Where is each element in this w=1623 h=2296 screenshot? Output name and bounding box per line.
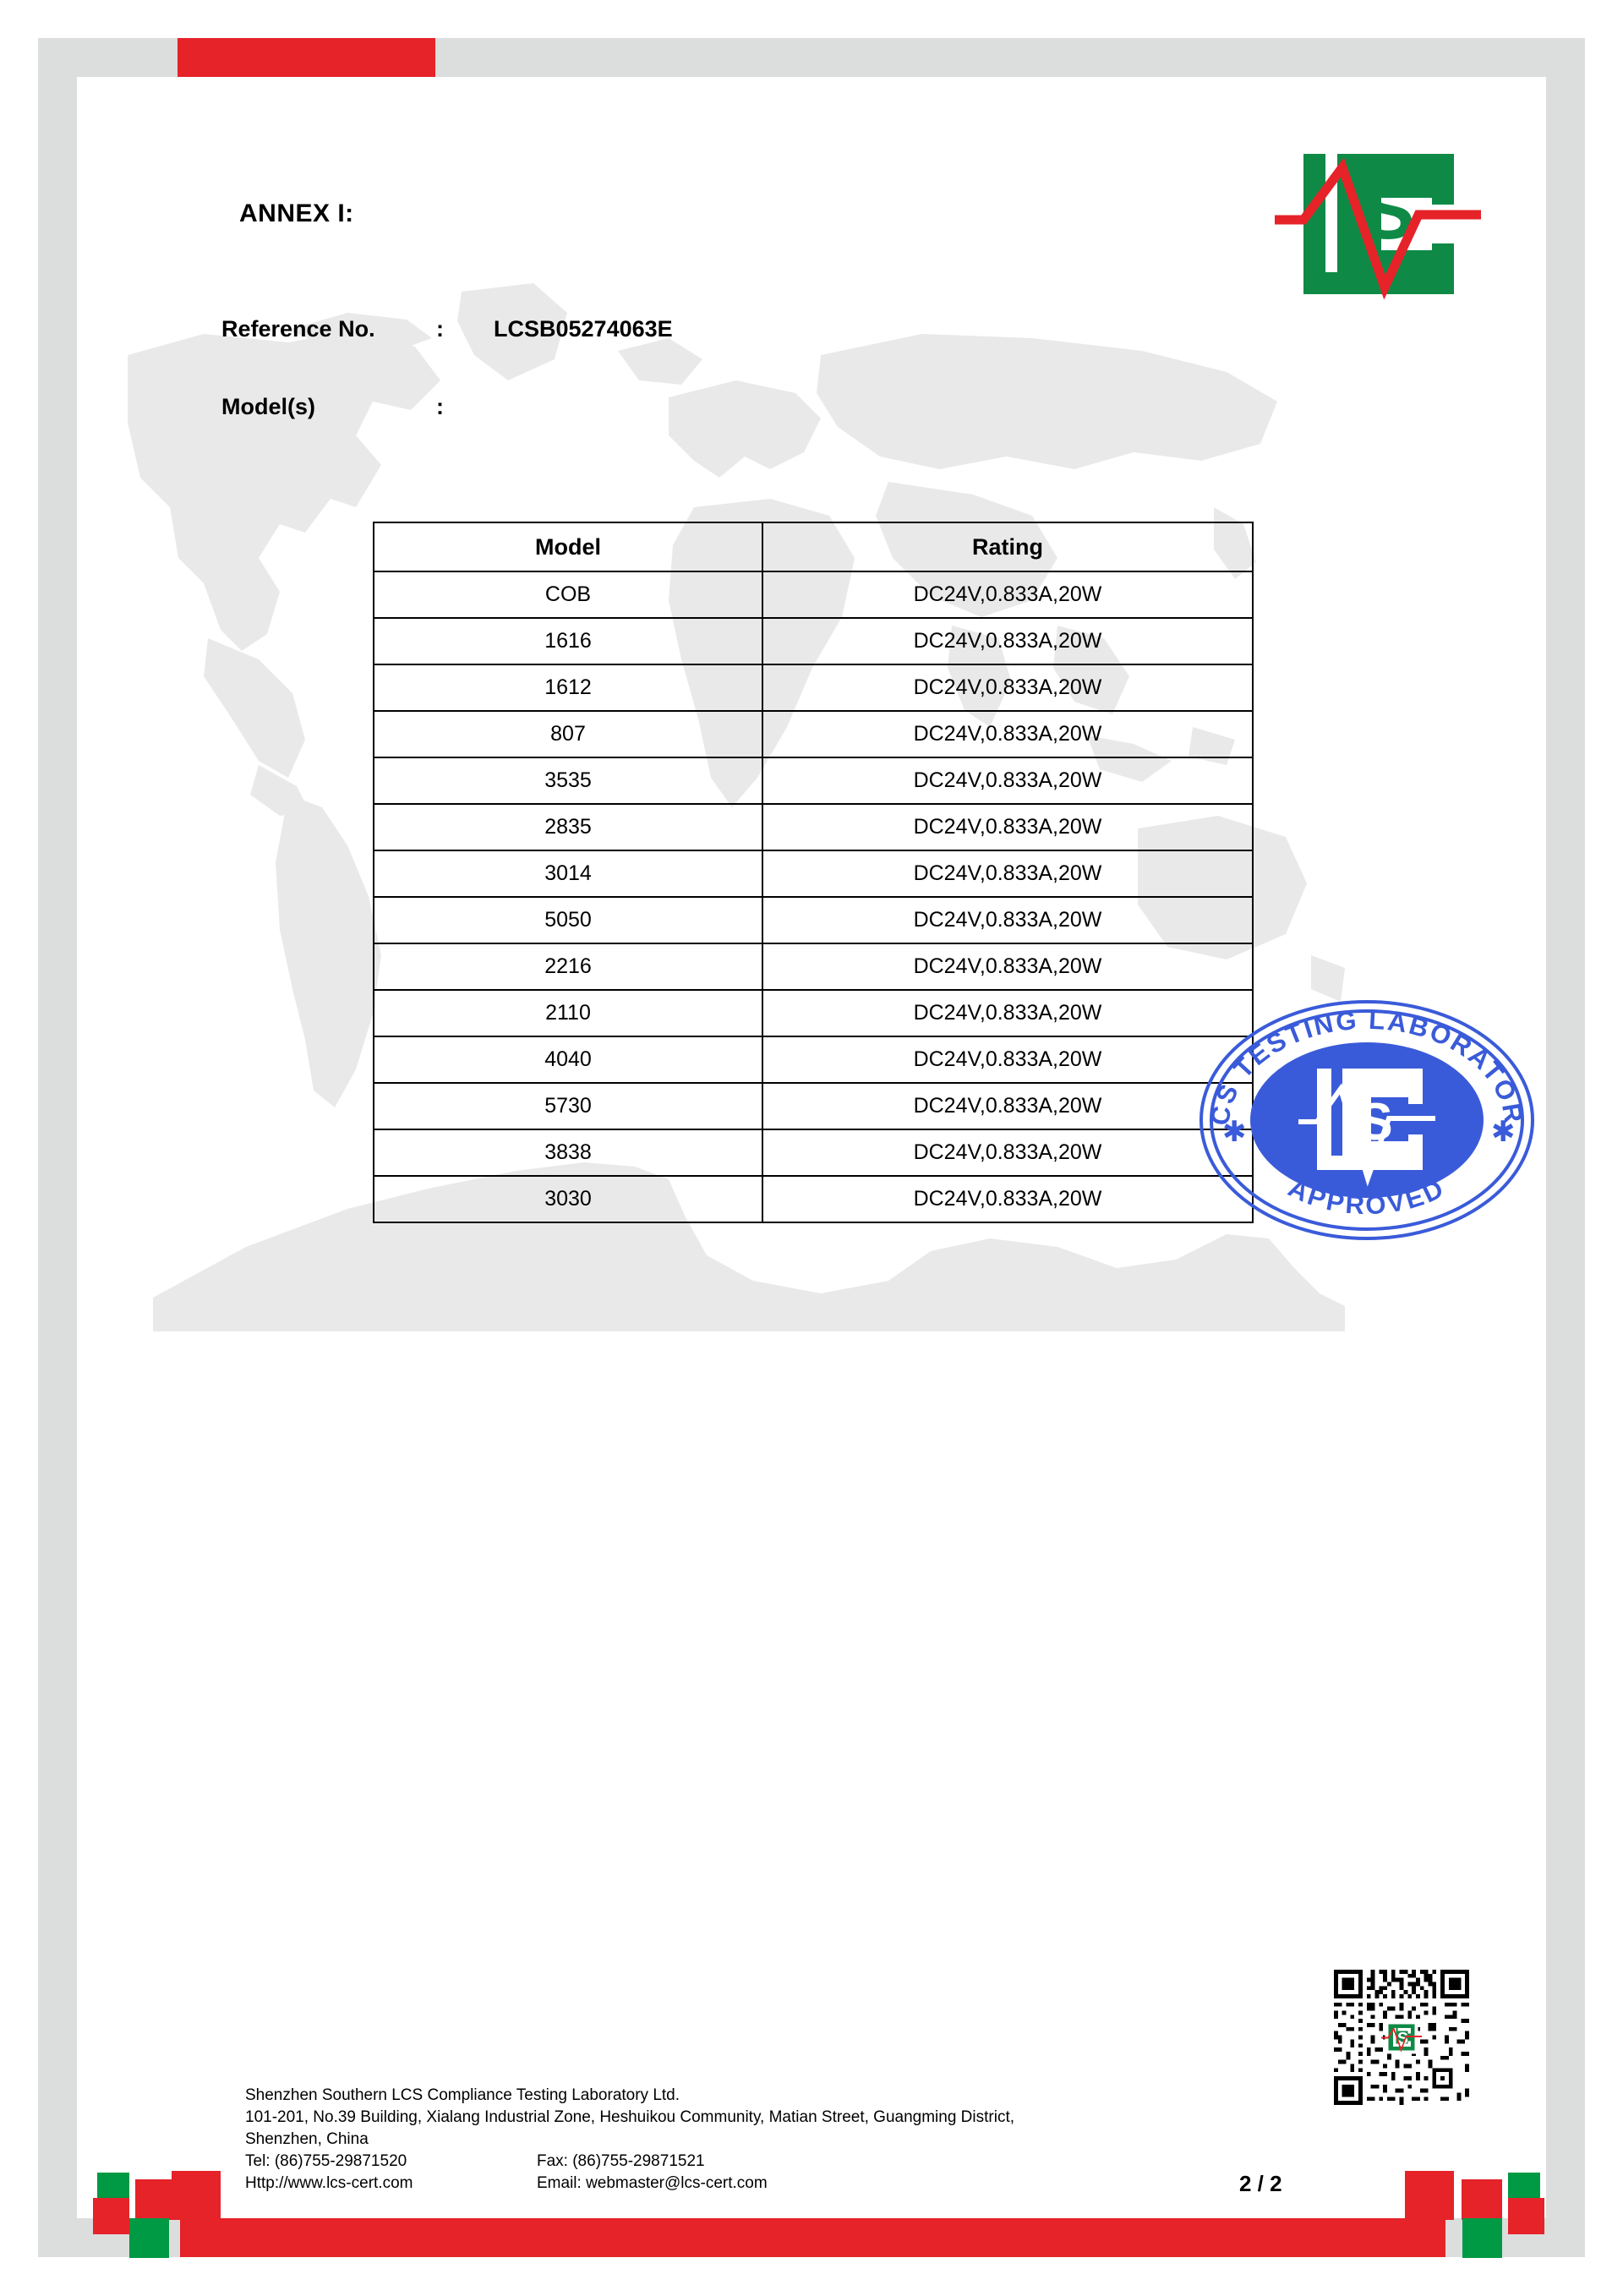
- confetti-square-red-3: [172, 2171, 221, 2220]
- reference-no-value: LCSB05274063E: [494, 316, 673, 342]
- cell-model: 2216: [373, 943, 763, 991]
- table-row: 807 DC24V,0.833A,20W: [373, 710, 1254, 758]
- footer-tel: Tel: (86)755-29871520: [245, 2152, 407, 2170]
- models-label: Model(s): [221, 394, 315, 419]
- frame-top-red-accent: [178, 38, 435, 77]
- table-row: 4040 DC24V,0.833A,20W: [373, 1036, 1254, 1084]
- cell-model: 3838: [373, 1129, 763, 1177]
- cell-rating: DC24V,0.833A,20W: [762, 757, 1254, 805]
- cell-model: 3030: [373, 1175, 763, 1223]
- footer-fax: Fax: (86)755-29871521: [537, 2152, 705, 2170]
- table-row: 2216 DC24V,0.833A,20W: [373, 943, 1254, 991]
- cell-rating: DC24V,0.833A,20W: [762, 896, 1254, 944]
- column-header-model: Model: [373, 522, 763, 572]
- confetti-square-red-2: [135, 2179, 176, 2220]
- confetti-square-red-5: [1462, 2179, 1502, 2220]
- table-row: 5050 DC24V,0.833A,20W: [373, 896, 1254, 944]
- cell-rating: DC24V,0.833A,20W: [762, 989, 1254, 1037]
- cell-model: 5730: [373, 1082, 763, 1130]
- footer-company: Shenzhen Southern LCS Compliance Testing…: [245, 2086, 680, 2104]
- annex-title: ANNEX I:: [239, 200, 354, 227]
- cell-model: 2110: [373, 989, 763, 1037]
- table-row: 1616 DC24V,0.833A,20W: [373, 617, 1254, 665]
- table-row: 3014 DC24V,0.833A,20W: [373, 850, 1254, 898]
- table-row: 3535 DC24V,0.833A,20W: [373, 757, 1254, 805]
- footer-email[interactable]: Email: webmaster@lcs-cert.com: [537, 2174, 768, 2192]
- page-number: 2 / 2: [1239, 2171, 1282, 2196]
- footer-block: Shenzhen Southern LCS Compliance Testing…: [245, 2085, 1014, 2195]
- table-row: 2835 DC24V,0.833A,20W: [373, 803, 1254, 851]
- cell-model: 3014: [373, 850, 763, 898]
- cell-model: 1612: [373, 664, 763, 712]
- footer-address-line-1: 101-201, No.39 Building, Xialang Industr…: [245, 2108, 1014, 2126]
- table-row: 2110 DC24V,0.833A,20W: [373, 989, 1254, 1037]
- confetti-square-green-2: [129, 2218, 169, 2258]
- cell-rating: DC24V,0.833A,20W: [762, 617, 1254, 665]
- cell-model: 5050: [373, 896, 763, 944]
- cell-rating: DC24V,0.833A,20W: [762, 850, 1254, 898]
- footer-address-line-2: Shenzhen, China: [245, 2130, 369, 2148]
- cell-model: COB: [373, 571, 763, 619]
- reference-no-colon: :: [436, 316, 444, 342]
- cell-rating: DC24V,0.833A,20W: [762, 1036, 1254, 1084]
- lcs-logo: S: [1275, 154, 1481, 300]
- reference-no-label: Reference No.: [221, 316, 375, 342]
- model-rating-table: Model Rating COB DC24V,0.833A,20W 1616 DC24…: [373, 522, 1254, 1223]
- models-row: Model(s):: [221, 394, 494, 420]
- svg-text:S: S: [1358, 1093, 1392, 1151]
- cell-rating: DC24V,0.833A,20W: [762, 571, 1254, 619]
- confetti-square-red-4: [1405, 2171, 1454, 2220]
- table-row: 1612 DC24V,0.833A,20W: [373, 664, 1254, 712]
- frame-left-bar: [38, 38, 77, 2257]
- svg-text:S: S: [1397, 2029, 1408, 2047]
- reference-no-row: Reference No.: LCSB05274063E: [221, 316, 673, 342]
- cell-model: 807: [373, 710, 763, 758]
- cell-model: 2835: [373, 803, 763, 851]
- svg-text:✱: ✱: [1491, 1115, 1516, 1149]
- table-row: COB DC24V,0.833A,20W: [373, 571, 1254, 619]
- cell-rating: DC24V,0.833A,20W: [762, 664, 1254, 712]
- table-row: 3030 DC24V,0.833A,20W: [373, 1175, 1254, 1223]
- cell-model: 1616: [373, 617, 763, 665]
- footer-website[interactable]: Http://www.lcs-cert.com: [245, 2174, 413, 2192]
- cell-rating: DC24V,0.833A,20W: [762, 710, 1254, 758]
- cell-rating: DC24V,0.833A,20W: [762, 943, 1254, 991]
- table-row: 5730 DC24V,0.833A,20W: [373, 1082, 1254, 1130]
- frame-right-bar: [1546, 38, 1585, 2257]
- cell-rating: DC24V,0.833A,20W: [762, 1082, 1254, 1130]
- table-row: 3838 DC24V,0.833A,20W: [373, 1129, 1254, 1177]
- cell-rating: DC24V,0.833A,20W: [762, 1175, 1254, 1223]
- qr-code: S: [1334, 1970, 1469, 2105]
- cell-rating: DC24V,0.833A,20W: [762, 803, 1254, 851]
- stamp-bottom-arc-text: APPROVED: [1284, 1173, 1451, 1220]
- confetti-square-green-4: [1462, 2218, 1502, 2258]
- cell-model: 3535: [373, 757, 763, 805]
- confetti-square-red-1: [93, 2198, 129, 2234]
- cell-model: 4040: [373, 1036, 763, 1084]
- cell-rating: DC24V,0.833A,20W: [762, 1129, 1254, 1177]
- frame-bottom-red-accent: [180, 2218, 1445, 2257]
- column-header-rating: Rating: [762, 522, 1254, 572]
- table-header-row: Model Rating: [373, 522, 1254, 572]
- confetti-square-red-6: [1508, 2198, 1544, 2234]
- models-colon: :: [436, 394, 444, 419]
